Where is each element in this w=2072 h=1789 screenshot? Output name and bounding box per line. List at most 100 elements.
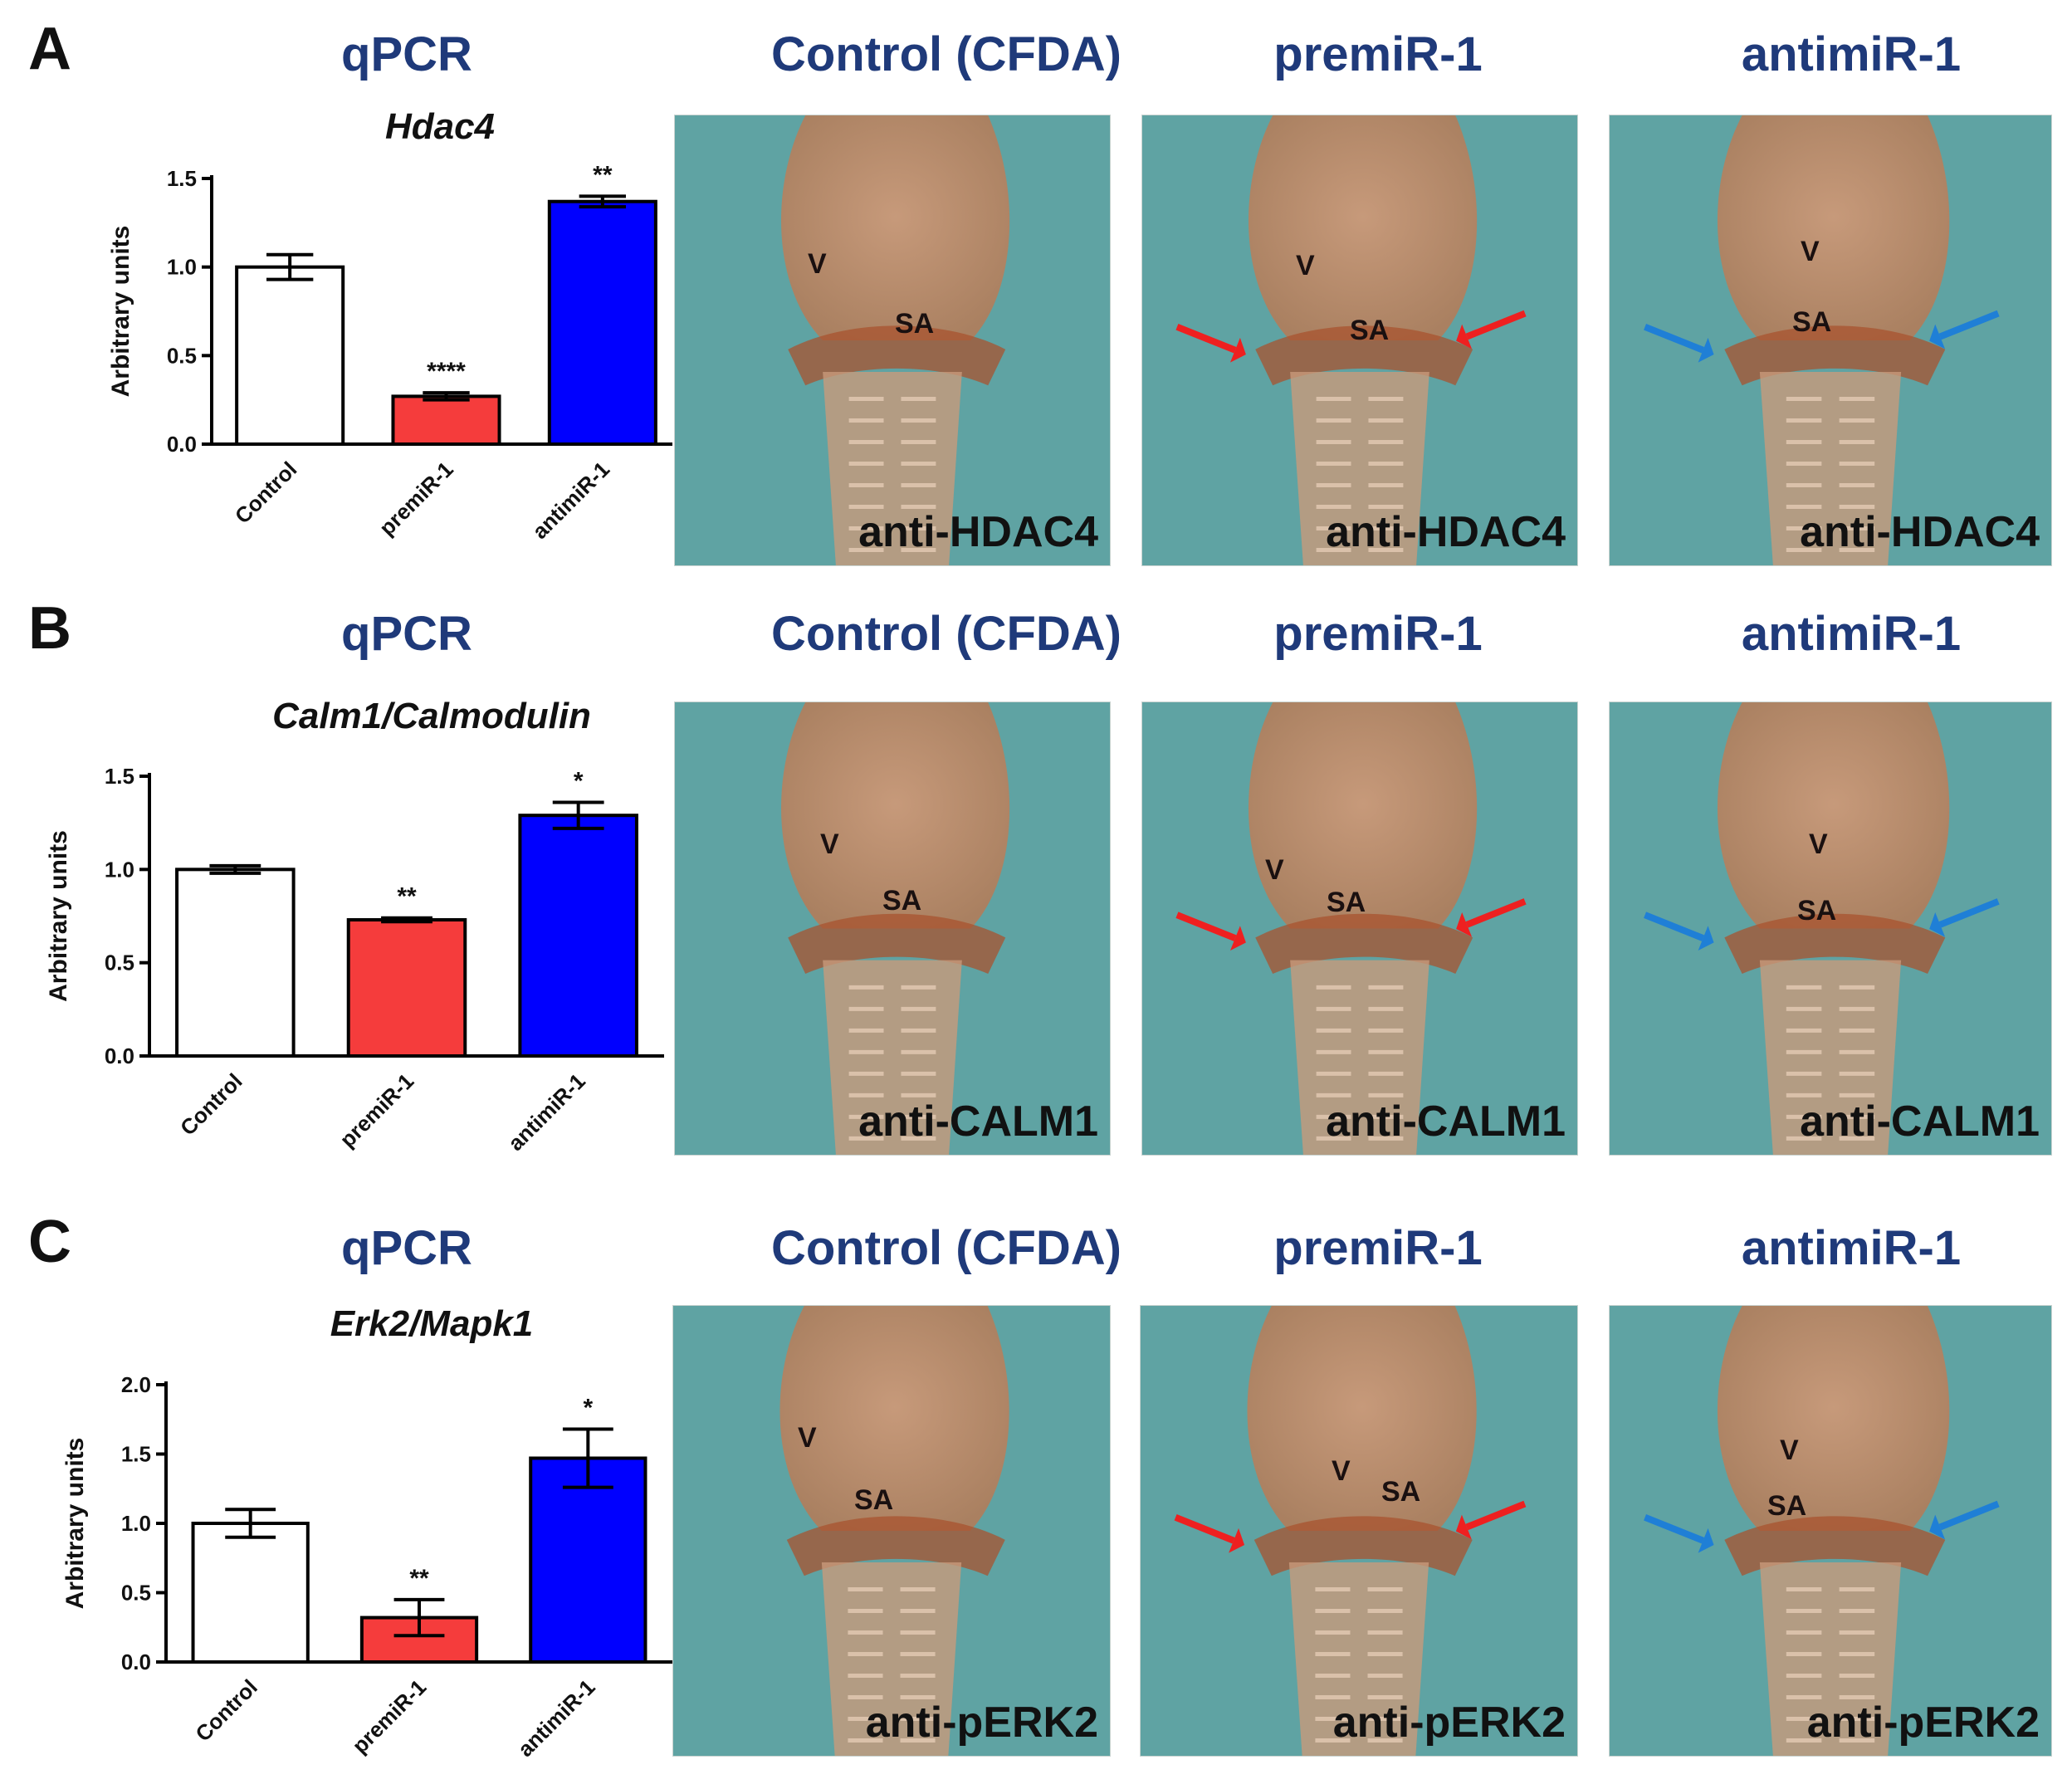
significance-label: **: [409, 1565, 429, 1592]
arrow-icon: [1174, 1500, 1527, 1553]
bar-control: [235, 265, 345, 446]
column-title-premir-a: premiR-1: [1273, 27, 1483, 81]
arrow-icon: [1175, 310, 1527, 363]
significance-label: **: [397, 883, 417, 911]
ventricle-region: [1248, 115, 1478, 340]
y-tick-label: 0.5: [167, 343, 197, 368]
qpcr-title-a: qPCR: [341, 27, 472, 81]
gene-title-b: Calm1/Calmodulin: [272, 696, 591, 736]
sinoatrial-marker: SA: [1767, 1490, 1807, 1522]
gene-title-a: Hdac4: [384, 106, 496, 147]
x-tick-label: Control: [190, 1674, 262, 1747]
somite-stripes: [1316, 396, 1404, 552]
column-title-control-a: Control (CFDA): [770, 27, 1122, 81]
micrograph-premir-a: V SA anti-HDAC4: [1141, 115, 1578, 566]
somite-stripes: [848, 396, 936, 552]
ventricle-marker: V: [1332, 1455, 1351, 1487]
significance-label: **: [593, 161, 613, 188]
sinoatrial-marker: SA: [882, 885, 922, 916]
x-tick-label: antimiR-1: [527, 457, 614, 544]
y-tick-label: 0.5: [121, 1581, 151, 1606]
y-tick-label: 2.0: [121, 1372, 151, 1397]
somite-stripes: [1316, 985, 1404, 1141]
x-tick-label: premiR-1: [335, 1068, 418, 1152]
ventricle-marker: V: [1809, 829, 1828, 860]
ventricle-region: [1247, 1306, 1477, 1531]
antibody-label: anti-HDAC4: [858, 508, 1098, 556]
y-tick-label: 1.5: [121, 1442, 151, 1467]
y-tick-label: 1.5: [167, 166, 197, 191]
column-title-premir-c: premiR-1: [1273, 1221, 1483, 1275]
ventricle-region: [1717, 1306, 1950, 1531]
x-tick-label: Control: [230, 457, 302, 529]
ventricle-marker: V: [798, 1422, 817, 1454]
somite-stripes: [1786, 1586, 1875, 1743]
ventricle-marker: V: [820, 829, 839, 860]
antibody-label: anti-CALM1: [858, 1097, 1098, 1146]
panel-letter-c: C: [28, 1209, 71, 1275]
qpcr-title-c: qPCR: [341, 1221, 472, 1275]
y-tick-label: 0.0: [121, 1650, 151, 1674]
bar-chart-c: 0.0 0.5 1.0 1.5 2.0 Arbitrary units Control ** p…: [33, 1353, 672, 1785]
column-title-control-c: Control (CFDA): [770, 1221, 1122, 1275]
micrograph-antimir-c: V SA anti-pERK2: [1609, 1305, 2052, 1757]
y-tick-label: 1.0: [105, 857, 134, 882]
column-title-control-b: Control (CFDA): [770, 607, 1122, 661]
significance-label: *: [583, 1394, 593, 1421]
micrograph-control-b: V SA anti-CALM1: [674, 701, 1111, 1156]
x-tick-label: antimiR-1: [503, 1068, 590, 1156]
x-tick-label: antimiR-1: [513, 1674, 600, 1762]
y-axis-label: Arbitrary units: [61, 1438, 89, 1610]
sinoatrial-band: [1724, 325, 1946, 386]
bar-antimir-1: [529, 1456, 648, 1664]
ventricle-region: [1717, 702, 1950, 929]
panel-letter-a: A: [28, 16, 71, 82]
somite-stripes: [1315, 1586, 1403, 1743]
sinoatrial-band: [788, 913, 1006, 974]
antibody-label: anti-CALM1: [1326, 1097, 1566, 1146]
antibody-label: anti-pERK2: [1806, 1699, 2040, 1747]
arrow-icon: [1644, 310, 2000, 363]
sinoatrial-band: [1724, 1516, 1946, 1576]
ventricle-marker: V: [808, 248, 827, 280]
error-bar: [393, 1597, 445, 1638]
antibody-label: anti-pERK2: [1332, 1699, 1566, 1747]
sinoatrial-marker: SA: [1797, 895, 1837, 926]
somite-stripes: [1786, 396, 1875, 552]
error-bar: [225, 1508, 276, 1539]
sinoatrial-marker: SA: [854, 1484, 894, 1516]
ventricle-marker: V: [1265, 854, 1284, 886]
bar-antimir-1: [518, 814, 638, 1058]
error-bar: [266, 252, 314, 281]
gene-title-c: Erk2/Mapk1: [330, 1303, 534, 1344]
column-title-premir-b: premiR-1: [1273, 607, 1483, 661]
error-bar: [562, 1427, 613, 1489]
ventricle-marker: V: [1801, 236, 1820, 267]
x-tick-label: Control: [175, 1068, 247, 1141]
bar-chart-a: 0.0 0.5 1.0 1.5 Arbitrary units Control **** pr…: [33, 149, 681, 581]
bar-control: [191, 1522, 310, 1664]
y-axis-label: Arbitrary units: [107, 226, 134, 398]
sinoatrial-marker: SA: [1381, 1476, 1421, 1508]
sinoatrial-band: [1253, 1516, 1473, 1576]
micrograph-control-a: V SA anti-HDAC4: [674, 115, 1111, 566]
y-tick-label: 1.0: [167, 255, 197, 280]
micrograph-antimir-a: V SA anti-HDAC4: [1609, 115, 2052, 566]
sinoatrial-band: [786, 1516, 1005, 1576]
significance-label: *: [574, 767, 584, 794]
sinoatrial-marker: SA: [1350, 315, 1390, 346]
arrow-icon: [1644, 1500, 2000, 1553]
antibody-label: anti-pERK2: [865, 1699, 1098, 1747]
somite-stripes: [848, 985, 936, 1141]
error-bar: [552, 800, 604, 830]
bar-premir-1: [391, 394, 501, 446]
micrograph-premir-c: V SA anti-pERK2: [1140, 1305, 1578, 1757]
antibody-label: anti-CALM1: [1800, 1097, 2040, 1146]
panel-letter-b: B: [28, 595, 71, 662]
error-bar: [579, 194, 627, 209]
qpcr-title-b: qPCR: [341, 607, 472, 661]
y-axis-label: Arbitrary units: [45, 830, 72, 1002]
bar-chart-b: 0.0 0.5 1.0 1.5 Arbitrary units Control ** prem…: [33, 747, 672, 1179]
ventricle-region: [780, 115, 1010, 340]
y-tick-label: 1.0: [121, 1511, 151, 1536]
